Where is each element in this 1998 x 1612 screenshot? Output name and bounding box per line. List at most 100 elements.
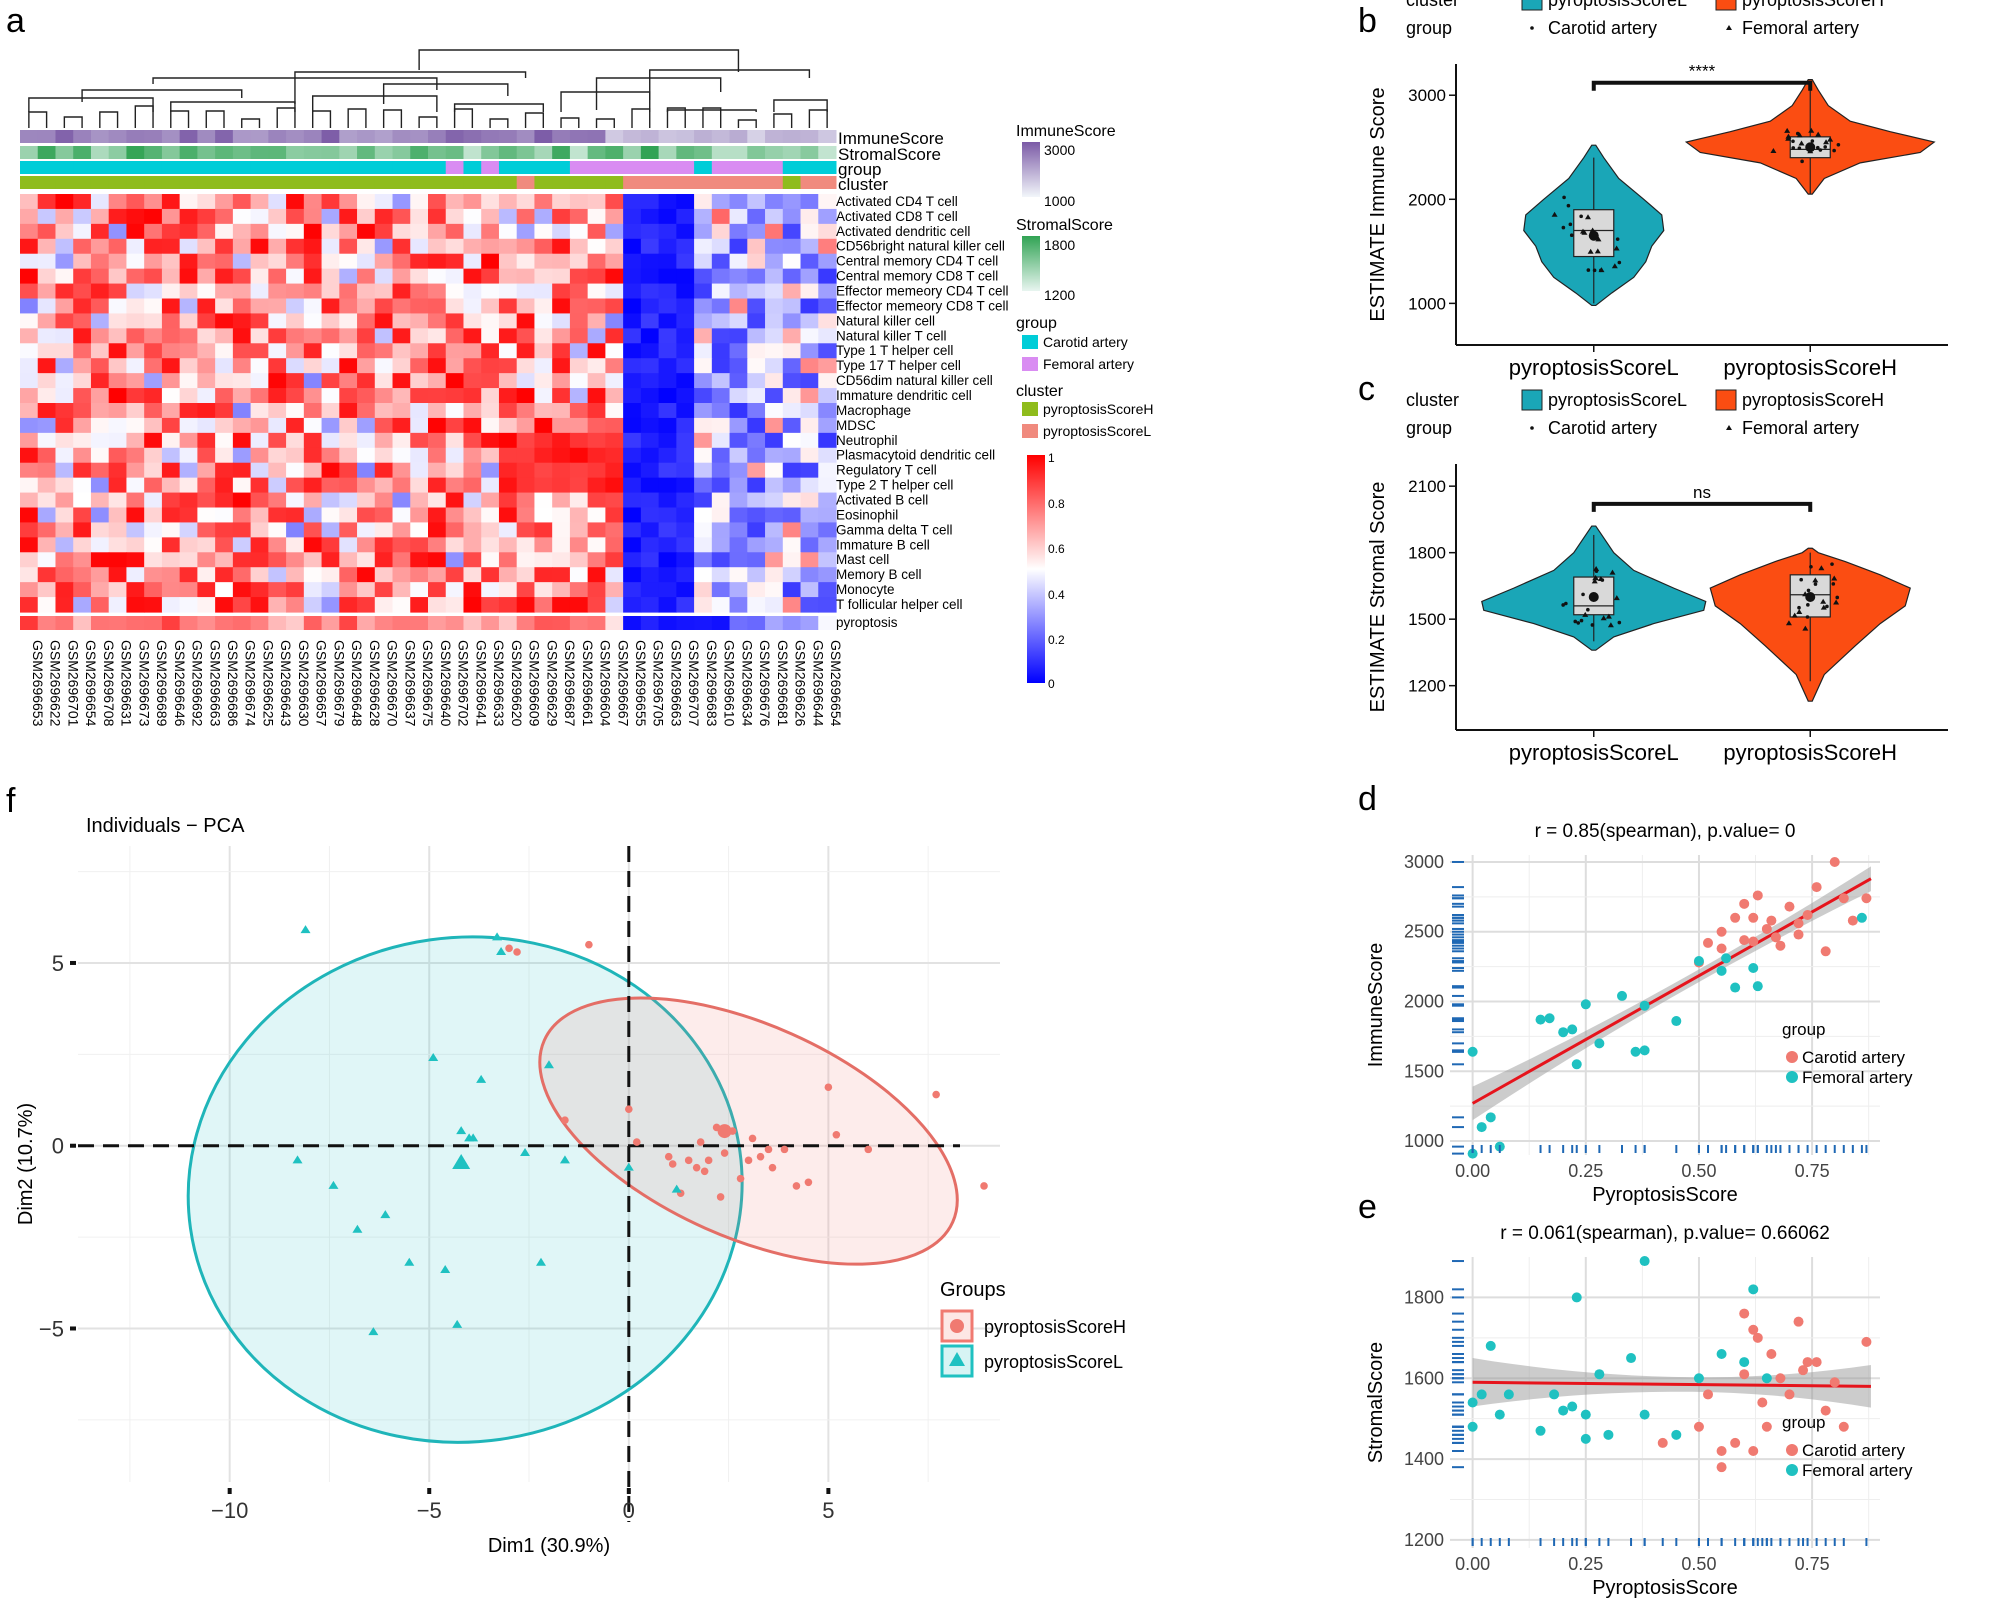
heatmap-column-label: GSM2696708	[101, 640, 117, 727]
heatmap-cell	[782, 597, 802, 613]
heatmap-cell	[428, 298, 447, 315]
legend-cluster-h-swatch	[1022, 402, 1038, 416]
point-femoral	[1467, 1148, 1478, 1159]
heatmap-cell	[569, 522, 589, 538]
legend-cluster-l: pyroptosisScoreL	[1043, 423, 1151, 439]
violin-legend-h-label: pyroptosisScoreH	[1742, 0, 1884, 10]
heatmap-cell	[729, 432, 748, 449]
heatmap-cell	[552, 388, 571, 404]
track-immunescore-cell	[55, 130, 74, 143]
pca-point-scoreH	[704, 1156, 713, 1165]
point-femoral	[1567, 1024, 1578, 1035]
heatmap-cell	[197, 208, 216, 225]
heatmap-cell	[711, 253, 731, 270]
violin-point-carotid	[1573, 619, 1578, 624]
heatmap-cell	[481, 567, 500, 583]
heatmap-cell	[321, 313, 340, 329]
dendrogram-branch	[382, 109, 403, 128]
heatmap-cell	[410, 388, 429, 404]
heatmap-cell	[90, 477, 110, 494]
pca-point-scoreL	[535, 1257, 546, 1266]
heatmap-cell	[765, 373, 784, 389]
heatmap-cell	[215, 417, 234, 434]
heatmap-cell	[126, 358, 145, 374]
heatmap-cell	[161, 268, 181, 285]
heatmap-cell	[552, 462, 571, 479]
heatmap-cell	[552, 582, 571, 598]
heatmap-cell	[161, 462, 181, 479]
heatmap-cell	[587, 343, 606, 359]
track-cluster-cell	[268, 176, 287, 189]
heatmap-cell	[161, 373, 181, 389]
heatmap-cell	[605, 507, 624, 524]
violin-legend-l-label: pyroptosisScoreL	[1548, 0, 1687, 10]
heatmap-cell	[197, 283, 216, 300]
point-femoral	[1476, 1389, 1487, 1400]
heatmap-cell	[552, 567, 571, 583]
heatmap-cell	[179, 373, 198, 389]
heatmap-cell	[268, 417, 287, 434]
heatmap-cell	[374, 373, 394, 389]
heatmap-cell	[179, 268, 198, 285]
heatmap-cell	[197, 447, 216, 464]
heatmap-cell	[90, 358, 110, 374]
track-immunescore-cell	[126, 130, 145, 143]
heatmap-cell	[445, 552, 465, 568]
point-carotid	[1847, 915, 1858, 926]
heatmap-cell	[711, 373, 731, 389]
heatmap-cell	[268, 537, 287, 553]
point-femoral	[1752, 981, 1763, 992]
heatmap-cell	[658, 462, 677, 479]
point-femoral	[1639, 1409, 1650, 1420]
heatmap-cell	[516, 447, 536, 464]
heatmap-cell	[126, 537, 145, 553]
heatmap-cell	[587, 567, 606, 583]
heatmap-cell	[126, 208, 145, 225]
heatmap-cell	[144, 328, 163, 344]
dendrogram-branch	[63, 116, 83, 128]
heatmap-cell	[694, 343, 713, 359]
heatmap-cell	[729, 343, 748, 359]
heatmap-cell	[286, 447, 305, 464]
heatmap-cell	[268, 462, 287, 479]
heatmap-cell	[747, 567, 766, 583]
heatmap-cell	[126, 388, 145, 404]
heatmap-cell	[534, 492, 553, 509]
violin-point-femoral	[1609, 569, 1616, 575]
heatmap-cell	[676, 313, 695, 329]
point-femoral	[1693, 1373, 1704, 1384]
heatmap-cell	[161, 597, 181, 613]
heatmap-cell	[782, 582, 802, 598]
heatmap-cell	[73, 582, 92, 598]
track-group-cell	[729, 161, 748, 174]
heatmap-cell	[640, 597, 660, 613]
heatmap-cell	[197, 358, 216, 374]
heatmap-row-label: Activated CD8 T cell	[836, 209, 958, 224]
heatmap-cell	[126, 597, 145, 613]
pyroptosis-cell	[215, 616, 234, 630]
heatmap-cell	[144, 567, 163, 583]
heatmap-cell	[640, 403, 660, 419]
heatmap-cell	[126, 522, 145, 538]
panel-letter-b: b	[1358, 2, 1377, 40]
heatmap-cell	[481, 477, 500, 494]
track-immunescore-cell	[658, 130, 677, 143]
track-group-cell	[658, 161, 677, 174]
heatmap-cell	[445, 313, 465, 329]
track-group-cell	[197, 161, 216, 174]
point-carotid	[1761, 923, 1772, 934]
heatmap-cell	[676, 447, 695, 464]
heatmap-column-label: GSM2696653	[30, 640, 46, 727]
heatmap-cell	[552, 552, 571, 568]
heatmap-cell	[73, 447, 92, 464]
heatmap-cell	[321, 403, 340, 419]
violin-point-femoral	[1818, 565, 1825, 571]
track-group-cell	[161, 161, 181, 174]
heatmap-cell	[694, 208, 713, 225]
heatmap-cell	[215, 313, 234, 329]
heatmap-cell	[90, 537, 110, 553]
heatmap-cell	[765, 537, 784, 553]
point-carotid	[1716, 926, 1727, 937]
track-cluster-cell	[126, 176, 145, 189]
heatmap-cell	[55, 477, 74, 494]
